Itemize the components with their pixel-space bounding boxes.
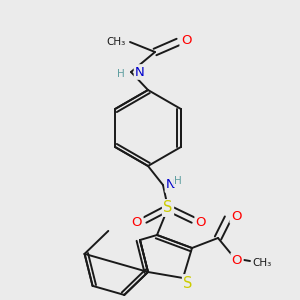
- Text: S: S: [163, 200, 173, 215]
- Text: O: O: [196, 215, 206, 229]
- Text: CH₃: CH₃: [107, 37, 126, 47]
- Text: CH₃: CH₃: [252, 258, 272, 268]
- Text: N: N: [166, 178, 176, 191]
- Text: O: O: [181, 34, 191, 46]
- Text: O: O: [232, 254, 242, 266]
- Text: S: S: [183, 275, 193, 290]
- Text: O: O: [132, 215, 142, 229]
- Text: H: H: [117, 69, 125, 79]
- Text: O: O: [231, 209, 241, 223]
- Text: N: N: [135, 65, 145, 79]
- Text: H: H: [174, 176, 182, 186]
